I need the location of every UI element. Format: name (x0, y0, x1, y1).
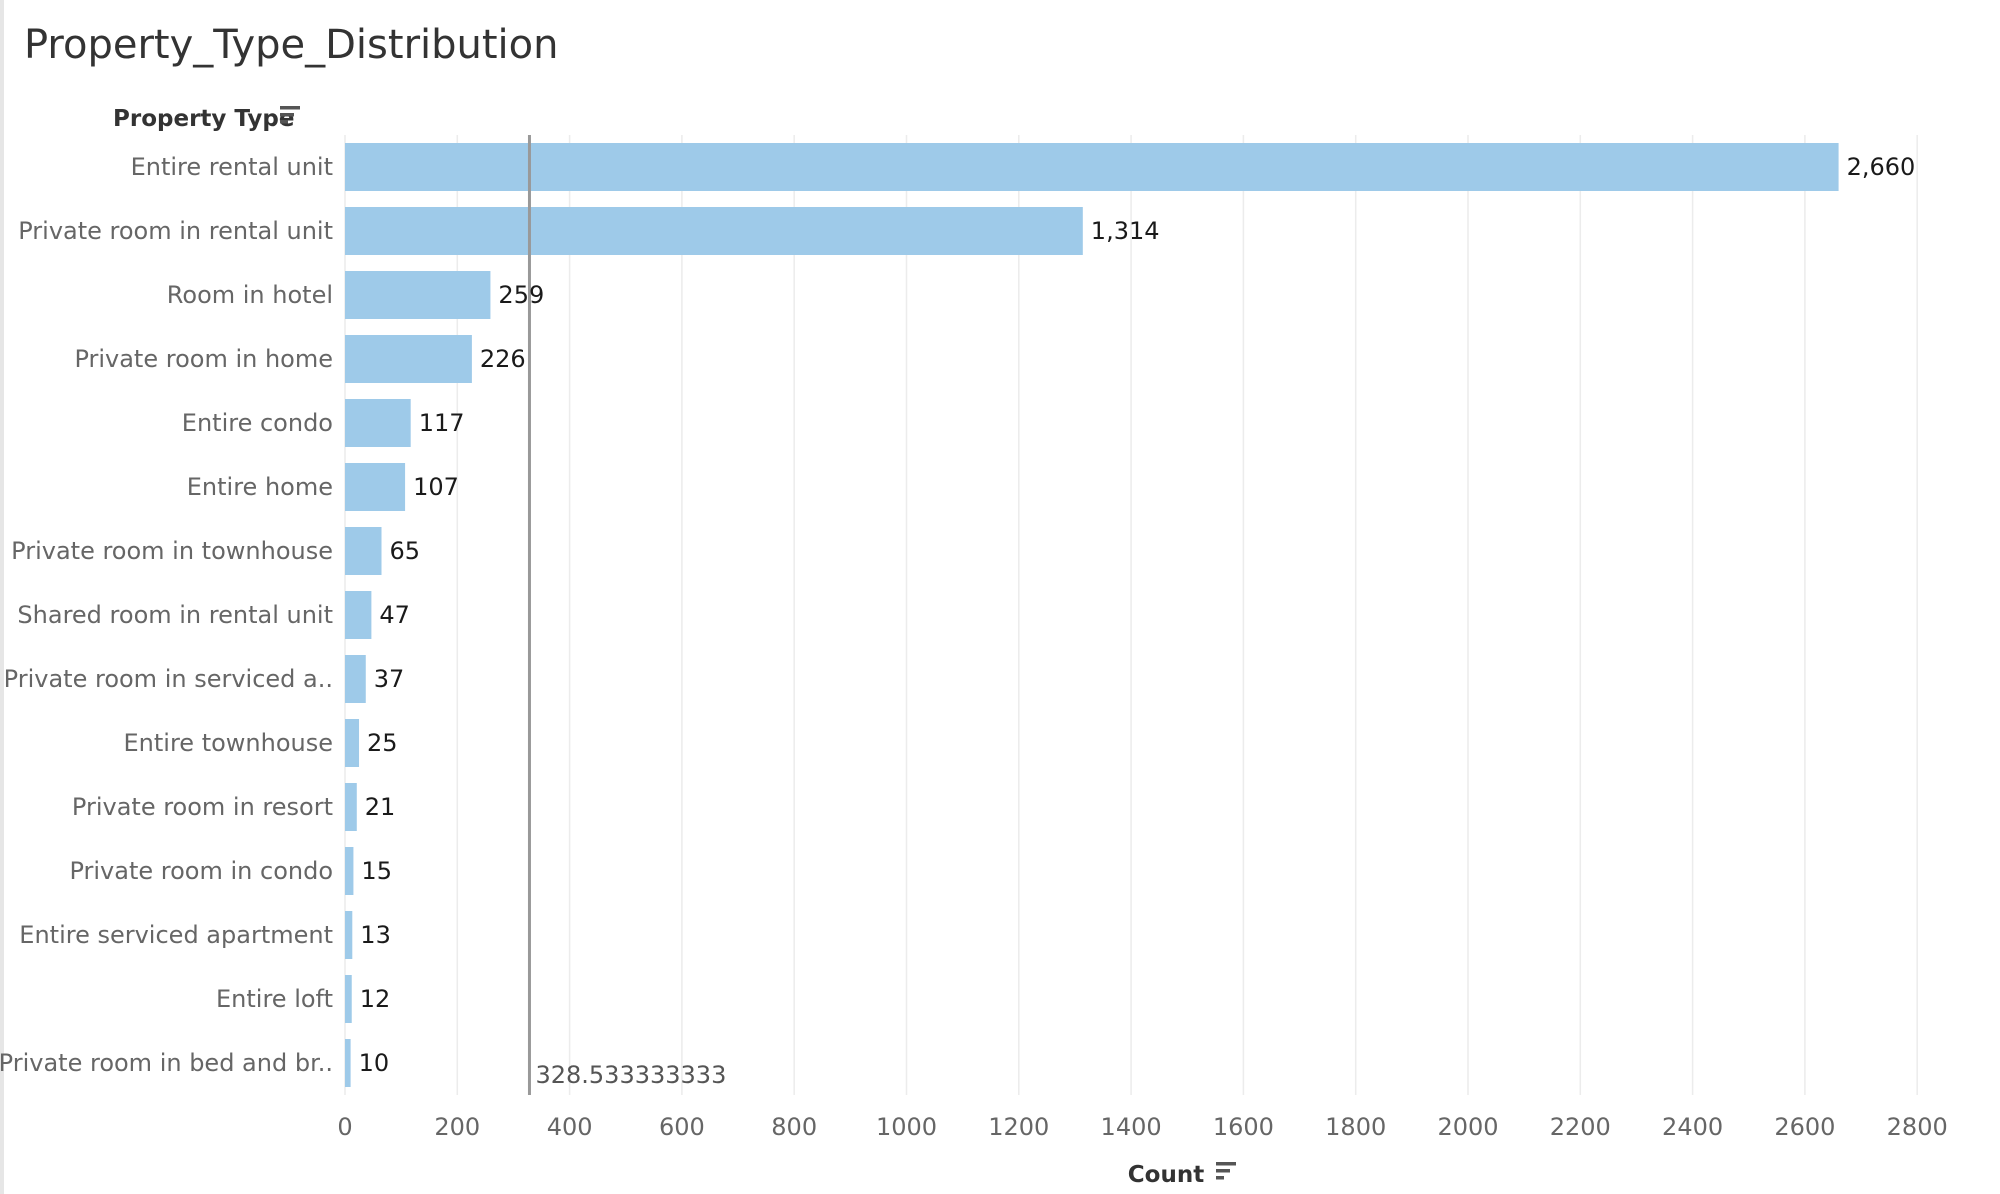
reference-line-group: 328.533333333 (527, 135, 726, 1095)
bar[interactable] (345, 783, 357, 831)
value-label: 259 (498, 281, 544, 309)
x-tick-label: 400 (547, 1113, 593, 1141)
value-label: 2,660 (1847, 153, 1916, 181)
gridlines (344, 135, 1918, 1095)
x-tick-label: 1800 (1325, 1113, 1386, 1141)
bar[interactable] (345, 207, 1083, 255)
value-label: 12 (360, 985, 391, 1013)
value-label: 15 (361, 857, 392, 885)
value-labels: 2,660 1,314 259 226 117 107 65 47 37 25 21 15 13 12 10 (359, 153, 1916, 1077)
x-tick-label: 1600 (1213, 1113, 1274, 1141)
category-labels: Entire rental unit Private room in rental… (0, 153, 333, 1077)
category-label: Entire serviced apartment (19, 921, 333, 949)
x-tick-label: 600 (659, 1113, 705, 1141)
x-tick-label: 2400 (1662, 1113, 1723, 1141)
x-axis-header[interactable]: Count (1128, 1162, 1236, 1188)
reference-line-label: 328.533333333 (535, 1061, 726, 1089)
x-tick-label: 2600 (1774, 1113, 1835, 1141)
bar[interactable] (345, 463, 406, 511)
value-label: 21 (365, 793, 396, 821)
bar[interactable] (345, 143, 1839, 191)
x-tick-label: 800 (771, 1113, 817, 1141)
category-label: Entire home (187, 473, 333, 501)
category-label: Private room in bed and br.. (0, 1049, 333, 1077)
category-label: Private room in home (74, 345, 333, 373)
x-axis-title: Count (1128, 1162, 1204, 1188)
bar[interactable] (345, 655, 366, 703)
value-label: 1,314 (1091, 217, 1160, 245)
bar[interactable] (345, 847, 354, 895)
x-tick-label: 1400 (1101, 1113, 1162, 1141)
category-label: Entire condo (182, 409, 333, 437)
value-label: 13 (360, 921, 391, 949)
bar[interactable] (345, 719, 360, 767)
x-tick-label: 2200 (1550, 1113, 1611, 1141)
x-tick-label: 0 (337, 1113, 352, 1141)
category-label: Private room in townhouse (11, 537, 333, 565)
x-tick-label: 200 (434, 1113, 480, 1141)
value-label: 37 (374, 665, 405, 693)
sort-icon[interactable] (280, 106, 300, 124)
x-tick-label: 2000 (1437, 1113, 1498, 1141)
value-label: 10 (359, 1049, 390, 1077)
bar[interactable] (345, 591, 372, 639)
x-axis-ticks: 0 200 400 600 800 1000 1200 1400 1600 1800 2000 220… (337, 1113, 1947, 1141)
bar[interactable] (345, 1039, 351, 1087)
category-label: Shared room in rental unit (17, 601, 333, 629)
value-label: 65 (389, 537, 420, 565)
bar[interactable] (345, 911, 353, 959)
value-label: 25 (367, 729, 398, 757)
chart-title: Property_Type_Distribution (24, 22, 559, 68)
category-label: Room in hotel (167, 281, 333, 309)
y-axis-title: Property Type (113, 106, 294, 132)
bar[interactable] (345, 527, 382, 575)
category-label: Entire loft (216, 985, 333, 1013)
category-label: Entire townhouse (124, 729, 334, 757)
x-tick-label: 1000 (876, 1113, 937, 1141)
bar[interactable] (345, 335, 472, 383)
y-axis-header[interactable]: Property Type (113, 106, 300, 132)
category-label: Private room in resort (72, 793, 333, 821)
value-label: 107 (413, 473, 459, 501)
value-label: 226 (480, 345, 526, 373)
bar[interactable] (345, 975, 352, 1023)
left-border (0, 0, 4, 1194)
bar[interactable] (345, 271, 491, 319)
category-label: Private room in serviced a.. (4, 665, 333, 693)
sort-icon[interactable] (1216, 1162, 1236, 1180)
value-label: 117 (419, 409, 465, 437)
category-label: Entire rental unit (131, 153, 333, 181)
category-label: Private room in rental unit (18, 217, 333, 245)
bar[interactable] (345, 399, 411, 447)
x-tick-label: 2800 (1887, 1113, 1948, 1141)
bars (345, 143, 1839, 1087)
x-tick-label: 1200 (988, 1113, 1049, 1141)
value-label: 47 (379, 601, 410, 629)
category-label: Private room in condo (69, 857, 333, 885)
